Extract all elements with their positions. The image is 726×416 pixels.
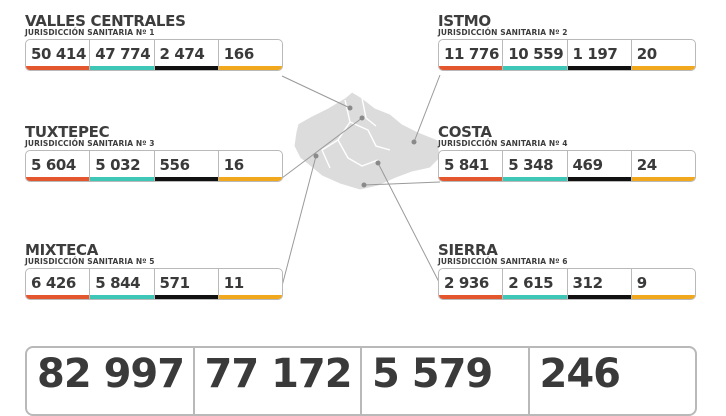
stats-row: 5 841 5 348 469 24 (438, 150, 696, 182)
confirmed-value: 5 604 (26, 151, 91, 181)
confirmed-value: 6 426 (26, 269, 91, 299)
region-name: VALLES CENTRALES (25, 12, 186, 30)
region-name: COSTA (438, 123, 492, 141)
region-name: SIERRA (438, 241, 498, 259)
stats-row: 6 426 5 844 571 11 (25, 268, 283, 300)
jurisdiction-label: JURISDICCIÓN SANITARIA Nº 4 (438, 139, 568, 148)
region-name: ISTMO (438, 12, 491, 30)
total-confirmed: 82 997 (27, 348, 195, 414)
stats-row: 5 604 5 032 556 16 (25, 150, 283, 182)
region-sierra: SIERRA JURISDICCIÓN SANITARIA Nº 6 2 936… (438, 242, 696, 300)
leader-tuxtepec (281, 117, 363, 179)
total-deaths: 5 579 (362, 348, 530, 414)
recovered-value: 5 348 (503, 151, 568, 181)
total-recovered: 77 172 (195, 348, 362, 414)
region-mixteca: MIXTECA JURISDICCIÓN SANITARIA Nº 5 6 42… (25, 242, 283, 300)
state-silhouette (293, 91, 441, 191)
dot-costa (361, 182, 367, 188)
region-costa: COSTA JURISDICCIÓN SANITARIA Nº 4 5 841 … (438, 124, 696, 182)
jurisdiction-label: JURISDICCIÓN SANITARIA Nº 2 (438, 28, 568, 37)
confirmed-value: 11 776 (439, 40, 504, 70)
deaths-value: 2 474 (154, 40, 219, 70)
leader-sierra (377, 162, 441, 285)
region-istmo: ISTMO JURISDICCIÓN SANITARIA Nº 2 11 776… (438, 13, 696, 71)
jurisdiction-label: JURISDICCIÓN SANITARIA Nº 3 (25, 139, 155, 148)
active-value: 11 (218, 269, 282, 299)
leader-valles (281, 75, 351, 109)
recovered-value: 47 774 (90, 40, 155, 70)
deaths-value: 556 (154, 151, 219, 181)
recovered-value: 5 032 (90, 151, 155, 181)
region-valles-centrales: VALLES CENTRALES JURISDICCIÓN SANITARIA … (25, 13, 283, 71)
dot-valles (347, 105, 353, 111)
active-value: 16 (218, 151, 282, 181)
recovered-value: 2 615 (503, 269, 568, 299)
jurisdiction-label: JURISDICCIÓN SANITARIA Nº 5 (25, 257, 155, 266)
confirmed-value: 50 414 (26, 40, 91, 70)
confirmed-value: 2 936 (439, 269, 504, 299)
dot-tuxtepec (359, 115, 365, 121)
dot-istmo (411, 139, 417, 145)
deaths-value: 312 (567, 269, 632, 299)
deaths-value: 1 197 (567, 40, 632, 70)
recovered-value: 10 559 (503, 40, 568, 70)
leader-mixteca (281, 155, 317, 287)
stats-row: 50 414 47 774 2 474 166 (25, 39, 283, 71)
jurisdiction-label: JURISDICCIÓN SANITARIA Nº 1 (25, 28, 155, 37)
region-name: MIXTECA (25, 241, 99, 259)
recovered-value: 5 844 (90, 269, 155, 299)
dot-sierra (375, 160, 381, 166)
deaths-value: 571 (154, 269, 219, 299)
region-tuxtepec: TUXTEPEC JURISDICCIÓN SANITARIA Nº 3 5 6… (25, 124, 283, 182)
leader-costa (363, 181, 441, 186)
leader-istmo (413, 74, 441, 143)
confirmed-value: 5 841 (439, 151, 504, 181)
state-totals: 82 997 77 172 5 579 246 (25, 346, 697, 416)
region-name: TUXTEPEC (25, 123, 110, 141)
active-value: 9 (631, 269, 695, 299)
total-active: 246 (539, 351, 621, 397)
oaxaca-map (281, 74, 441, 287)
active-value: 166 (218, 40, 282, 70)
active-value: 20 (631, 40, 695, 70)
stats-row: 2 936 2 615 312 9 (438, 268, 696, 300)
stats-row: 11 776 10 559 1 197 20 (438, 39, 696, 71)
deaths-value: 469 (567, 151, 632, 181)
dot-mixteca (313, 153, 319, 159)
active-value: 24 (631, 151, 695, 181)
jurisdiction-label: JURISDICCIÓN SANITARIA Nº 6 (438, 257, 568, 266)
